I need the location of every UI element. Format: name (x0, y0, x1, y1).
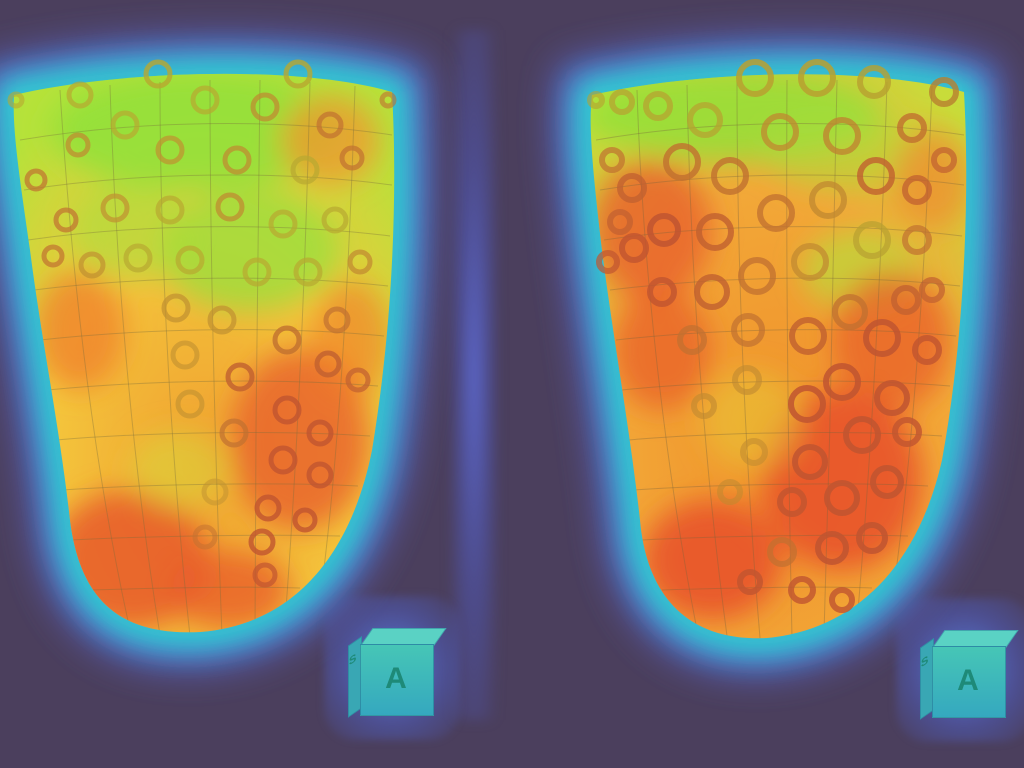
heatmap-canvas-left (0, 38, 430, 668)
view-divider (452, 30, 496, 720)
sensor-markers-left (7, 59, 397, 588)
sensor-markers-right (587, 59, 959, 613)
heatmap-canvas-right (555, 39, 1002, 674)
orientation-cube-icon-right[interactable]: S A (896, 598, 1024, 742)
heatmap-view-right: S A (512, 0, 1024, 768)
cube-front-face (932, 646, 1006, 718)
cube-front-label: A (385, 662, 407, 695)
cube-front-face (360, 644, 434, 716)
heatmap-view-left: S A (0, 38, 460, 740)
orientation-cube-icon-left[interactable]: S A (324, 596, 460, 740)
cube-front-label: A (957, 664, 979, 697)
